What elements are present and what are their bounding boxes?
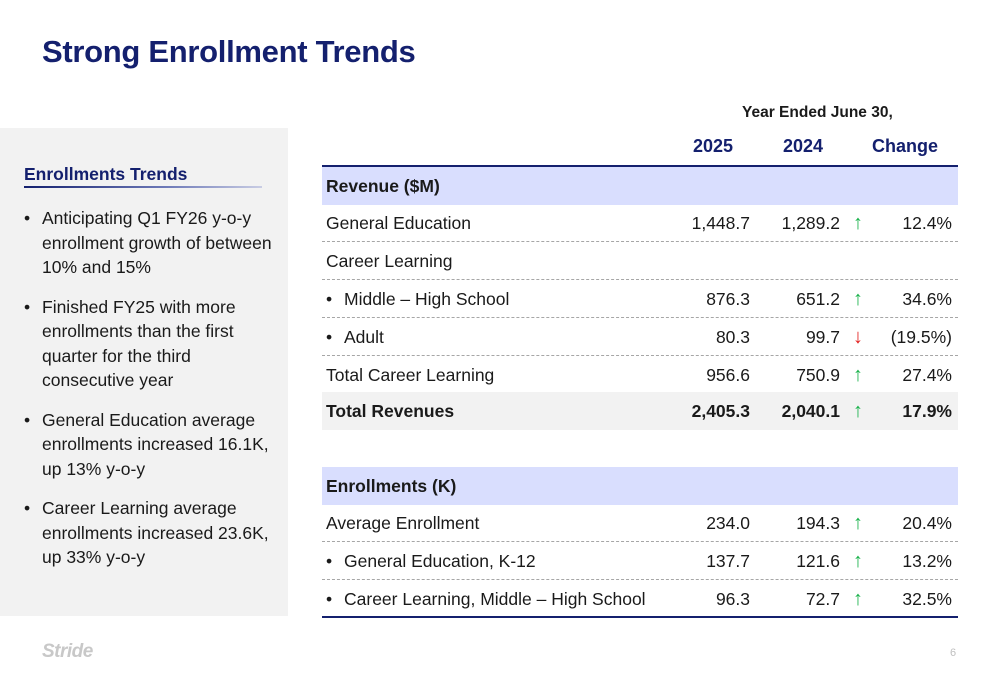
value-2025: 956.6 bbox=[706, 365, 750, 385]
value-2024: 1,289.2 bbox=[781, 213, 840, 233]
value-2025: 234.0 bbox=[706, 513, 750, 533]
enrollment-trends-panel: Enrollments Trends • Anticipating Q1 FY26… bbox=[0, 128, 288, 616]
trend-bullet: • General Education average enrollments i… bbox=[24, 409, 269, 479]
value-2025: 876.3 bbox=[706, 289, 750, 309]
row-label: Enrollments (K) bbox=[326, 476, 457, 496]
change-value: 17.9% bbox=[902, 401, 952, 421]
value-2025: 137.7 bbox=[706, 551, 750, 571]
row-label: Total Career Learning bbox=[326, 365, 495, 385]
value-2024: 72.7 bbox=[805, 589, 840, 609]
arrow-up-icon: ↑ bbox=[853, 212, 863, 234]
table-bottom-rule bbox=[322, 616, 958, 618]
row-label: Total Revenues bbox=[326, 401, 455, 421]
row-label: • General Education, K-12 bbox=[326, 551, 536, 571]
row-label: • Middle – High School bbox=[326, 289, 510, 309]
table-row: • Career Learning, Middle – High School 96… bbox=[322, 580, 958, 618]
panel-heading: Enrollments Trends bbox=[24, 164, 188, 184]
table-row: • General Education, K-12 137.7 121.6 ↑ 13.2% bbox=[322, 542, 958, 580]
trend-bullet: • Career Learning average enrollments inc… bbox=[24, 498, 269, 567]
table-section-header: Enrollments (K) bbox=[322, 467, 958, 505]
table-section-header: Revenue ($M) bbox=[322, 167, 958, 205]
table-total-row: Total Revenues 2,405.3 2,040.1 ↑ 17.9% bbox=[322, 392, 958, 430]
value-2024: 750.9 bbox=[796, 365, 840, 385]
change-value: 12.4% bbox=[902, 213, 952, 233]
value-2024: 121.6 bbox=[796, 551, 840, 571]
value-2024: 651.2 bbox=[796, 289, 840, 309]
value-2025: 96.3 bbox=[715, 589, 750, 609]
row-label: Career Learning bbox=[326, 251, 453, 271]
value-2025: 1,448.7 bbox=[691, 213, 750, 233]
row-label: • Adult bbox=[326, 327, 384, 347]
change-value: 34.6% bbox=[902, 289, 952, 309]
stride-logo: Stride bbox=[42, 641, 93, 662]
arrow-up-icon: ↑ bbox=[853, 400, 863, 422]
arrow-up-icon: ↑ bbox=[853, 364, 863, 386]
value-2024: 99.7 bbox=[805, 327, 840, 347]
row-label: Average Enrollment bbox=[326, 513, 480, 533]
trend-bullet: • Anticipating Q1 FY26 y-o-y enrollment g… bbox=[24, 208, 272, 277]
arrow-up-icon: ↑ bbox=[853, 512, 863, 534]
table-row: Average Enrollment 234.0 194.3 ↑ 20.4% bbox=[322, 504, 958, 542]
table-header-rule bbox=[322, 165, 958, 167]
table-row: • Adult 80.3 99.7 ↓ (19.5%) bbox=[322, 318, 958, 356]
column-header-2024: 2024 bbox=[783, 136, 824, 156]
change-value: 20.4% bbox=[902, 513, 952, 533]
table-row: • Middle – High School 876.3 651.2 ↑ 34.6% bbox=[322, 280, 958, 318]
row-label: General Education bbox=[326, 213, 471, 233]
table-row: Total Career Learning 956.6 750.9 ↑ 27.4% bbox=[322, 356, 958, 394]
value-2025: 2,405.3 bbox=[691, 401, 750, 421]
row-label: Revenue ($M) bbox=[326, 176, 440, 196]
value-2025: 80.3 bbox=[715, 327, 750, 347]
column-header-2025: 2025 bbox=[693, 136, 734, 156]
period-label: Year Ended June 30, bbox=[742, 104, 893, 121]
change-value: (19.5%) bbox=[890, 327, 952, 347]
column-header-change: Change bbox=[872, 136, 939, 156]
row-label: • Career Learning, Middle – High School bbox=[326, 589, 646, 609]
table-row: General Education 1,448.7 1,289.2 ↑ 12.4% bbox=[322, 204, 958, 242]
change-value: 27.4% bbox=[902, 365, 952, 385]
arrow-down-icon: ↓ bbox=[853, 326, 863, 348]
arrow-up-icon: ↑ bbox=[853, 288, 863, 310]
trend-bullet: • Finished FY25 with more enrollments tha… bbox=[24, 296, 236, 391]
arrow-up-icon: ↑ bbox=[853, 588, 863, 610]
page-number: 6 bbox=[950, 647, 957, 659]
arrow-up-icon: ↑ bbox=[853, 550, 863, 572]
value-2024: 194.3 bbox=[796, 513, 840, 533]
change-value: 13.2% bbox=[902, 551, 952, 571]
panel-heading-rule bbox=[24, 186, 262, 188]
value-2024: 2,040.1 bbox=[781, 401, 840, 421]
change-value: 32.5% bbox=[902, 589, 952, 609]
trend-bullet-list: • Anticipating Q1 FY26 y-o-y enrollment g… bbox=[24, 206, 274, 585]
slide-title: Strong Enrollment Trends bbox=[42, 34, 416, 69]
table-row: Career Learning bbox=[322, 242, 958, 280]
